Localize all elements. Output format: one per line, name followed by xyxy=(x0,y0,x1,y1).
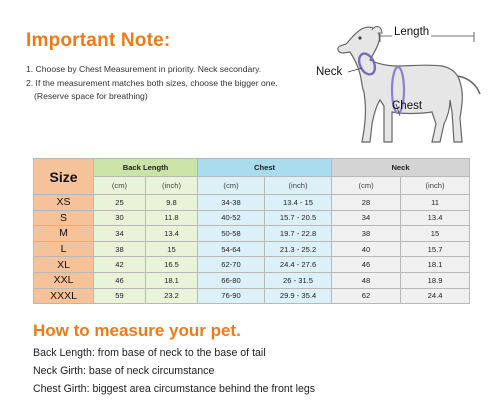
table-cell: 29.9 - 35.4 xyxy=(264,287,333,305)
table-cell: 21.3 - 25.2 xyxy=(264,240,333,258)
table-cell: 13.4 xyxy=(144,225,199,242)
table-cell: 62 xyxy=(331,287,402,305)
table-cell: 24.4 - 27.6 xyxy=(264,256,333,273)
table-cell: 24.4 xyxy=(400,287,471,305)
table-cell: 25 xyxy=(93,194,146,211)
table-cell: 50-58 xyxy=(197,225,266,242)
table-cell: 13.4 - 15 xyxy=(264,194,333,211)
table-cell: 30 xyxy=(93,209,146,227)
table-unit-header-row: (cm) (inch) (cm) (inch) (cm) (inch) xyxy=(34,176,471,195)
chest-label: Chest xyxy=(392,100,423,112)
chest-header: Chest xyxy=(197,158,333,177)
table-cell: 40-52 xyxy=(197,209,266,227)
dog-silhouette-icon xyxy=(337,26,481,143)
notes-list: 1. Choose by Chest Measurement in priori… xyxy=(26,63,278,104)
neck-label: Neck xyxy=(316,66,343,78)
table-cell: 11 xyxy=(400,194,471,211)
table-cell: 76-90 xyxy=(197,287,266,305)
howto-neck-girth: Neck Girth: base of neck circumstance xyxy=(33,365,215,377)
table-row: XS 25 9.8 34-38 13.4 - 15 28 11 xyxy=(33,194,471,211)
table-cell: 48 xyxy=(331,271,402,289)
back-length-header: Back Length xyxy=(92,158,199,177)
table-cell: 34 xyxy=(331,209,402,227)
table-cell: 15.7 - 20.5 xyxy=(264,209,333,227)
table-cell: 23.2 xyxy=(144,287,199,305)
table-cell: 46 xyxy=(93,271,146,289)
table-cell: 19.7 - 22.8 xyxy=(264,225,333,242)
table-cell: 11.8 xyxy=(144,209,199,227)
size-cell: S xyxy=(33,209,94,227)
table-row: M 34 13.4 50-58 19.7 - 22.8 38 15 xyxy=(33,225,471,242)
table-row: XXL 46 18.1 66-80 26 - 31.5 48 18.9 xyxy=(33,271,471,289)
table-cell: 18.9 xyxy=(400,271,471,289)
unit-header: (inch) xyxy=(144,176,199,195)
dog-measurement-diagram: Length Neck Chest xyxy=(300,20,490,156)
size-cell: XS xyxy=(33,194,94,211)
table-row: XXXL 59 23.2 76-90 29.9 - 35.4 62 24.4 xyxy=(33,287,471,305)
table-cell: 18.1 xyxy=(400,256,471,273)
table-cell: 13.4 xyxy=(400,209,471,227)
important-note-title: Important Note: xyxy=(26,30,171,51)
size-column-header: Size xyxy=(33,158,94,195)
table-cell: 28 xyxy=(331,194,402,211)
table-cell: 62-70 xyxy=(197,256,266,273)
length-label: Length xyxy=(392,26,432,38)
howto-back-length: Back Length: from base of neck to the ba… xyxy=(33,347,266,359)
neck-header: Neck xyxy=(331,158,471,177)
unit-header: (inch) xyxy=(400,176,471,195)
note-1: 1. Choose by Chest Measurement in priori… xyxy=(26,64,262,74)
table-cell: 40 xyxy=(331,240,402,258)
size-cell: L xyxy=(33,240,94,258)
table-cell: 42 xyxy=(93,256,146,273)
size-cell: XXXL xyxy=(33,287,94,305)
table-cell: 15 xyxy=(400,225,471,242)
table-cell: 59 xyxy=(93,287,146,305)
table-row: S 30 11.8 40-52 15.7 - 20.5 34 13.4 xyxy=(33,209,471,227)
table-group-header-row: Size Back Length Chest Neck xyxy=(33,158,471,195)
table-cell: 46 xyxy=(331,256,402,273)
size-cell: XL xyxy=(33,256,94,273)
note-2: 2. If the measurement matches both sizes… xyxy=(26,77,278,88)
size-cell: M xyxy=(33,225,94,242)
table-cell: 34 xyxy=(93,225,146,242)
how-to-measure-title: How to measure your pet. xyxy=(33,321,241,340)
howto-chest-girth: Chest Girth: biggest area circumstance b… xyxy=(33,383,316,395)
table-row: L 38 15 54-64 21.3 - 25.2 40 15.7 xyxy=(33,240,471,258)
table-cell: 38 xyxy=(93,240,146,258)
table-cell: 16.5 xyxy=(144,256,199,273)
size-chart-table: Size Back Length Chest Neck (cm) (inch) … xyxy=(33,158,471,305)
table-cell: 15.7 xyxy=(400,240,471,258)
table-cell: 9.8 xyxy=(144,194,199,211)
note-3: (Reserve space for breathing) xyxy=(34,91,148,101)
table-cell: 15 xyxy=(144,240,199,258)
unit-header: (cm) xyxy=(93,176,146,195)
table-cell: 38 xyxy=(331,225,402,242)
table-cell: 34-38 xyxy=(197,194,266,211)
unit-header: (cm) xyxy=(197,176,266,195)
table-cell: 26 - 31.5 xyxy=(264,271,333,289)
unit-header: (inch) xyxy=(264,176,333,195)
unit-header: (cm) xyxy=(331,176,402,195)
size-cell: XXL xyxy=(33,271,94,289)
table-cell: 18.1 xyxy=(144,271,199,289)
table-cell: 54-64 xyxy=(197,240,266,258)
table-cell: 66-80 xyxy=(197,271,266,289)
table-row: XL 42 16.5 62-70 24.4 - 27.6 46 18.1 xyxy=(33,256,471,273)
